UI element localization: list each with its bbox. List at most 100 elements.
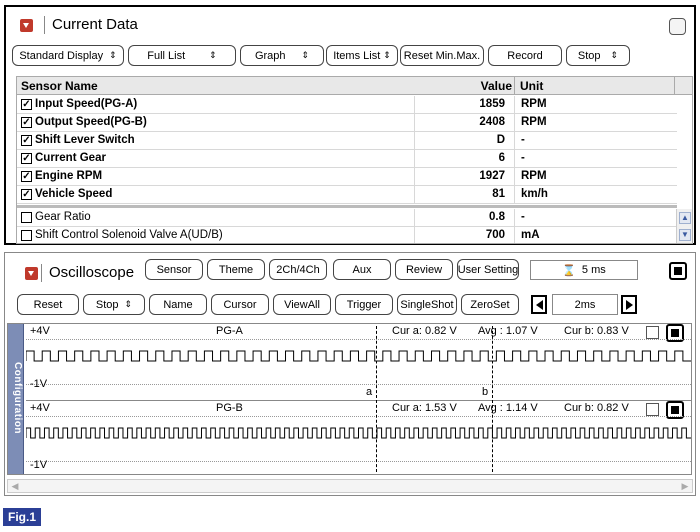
scroll-right-icon[interactable]: ▶ <box>681 481 689 491</box>
table-row[interactable]: ✓ Output Speed(PG-B) 2408 RPM <box>17 114 677 132</box>
cursor-a-readout: Cur a: 1.53 V <box>392 402 457 414</box>
row-value: 81 <box>492 188 505 200</box>
full-list-select[interactable]: Full List ⇕ <box>128 45 236 66</box>
configuration-tab-label: Configuration <box>12 362 23 435</box>
column-divider <box>674 77 675 94</box>
table-row[interactable]: ✓ Vehicle Speed 81 km/h <box>17 186 677 204</box>
row-value: 1859 <box>479 98 505 110</box>
channel-hold-button[interactable] <box>666 324 684 342</box>
column-divider <box>414 209 415 226</box>
row-checkbox[interactable] <box>21 230 32 241</box>
theme-button[interactable]: Theme <box>207 259 265 280</box>
row-sensor-name: Output Speed(PG-B) <box>35 116 147 128</box>
column-divider <box>414 227 415 243</box>
row-value: 1927 <box>479 170 505 182</box>
row-checkbox[interactable]: ✓ <box>21 171 32 182</box>
stop-label: Stop <box>577 49 601 62</box>
graph-select[interactable]: Graph ⇕ <box>240 45 324 66</box>
row-sensor-name: Gear Ratio <box>35 211 91 223</box>
row-unit: - <box>521 152 525 164</box>
table-row[interactable]: ✓ Current Gear 6 - <box>17 150 677 168</box>
column-divider <box>514 227 515 243</box>
reset-button[interactable]: Reset <box>17 294 79 315</box>
record-button[interactable]: Record <box>488 45 562 66</box>
row-unit: km/h <box>521 188 548 200</box>
horizontal-scrollbar[interactable]: ◀ ▶ <box>7 479 693 493</box>
stop-select[interactable]: Stop ⇕ <box>566 45 630 66</box>
cursor-a-line[interactable] <box>376 326 377 472</box>
name-button[interactable]: Name <box>149 294 207 315</box>
trigger-button[interactable]: Trigger <box>335 294 393 315</box>
channel-name: PG-A <box>216 325 243 337</box>
row-unit: RPM <box>521 170 547 182</box>
gridline <box>26 461 691 462</box>
standard-display-select[interactable]: Standard Display ⇕ <box>12 45 124 66</box>
review-button[interactable]: Review <box>395 259 453 280</box>
column-divider <box>514 150 515 167</box>
window-toggle-icon[interactable] <box>669 18 686 35</box>
row-checkbox[interactable]: ✓ <box>21 117 32 128</box>
row-sensor-name: Current Gear <box>35 152 106 164</box>
cursor-button[interactable]: Cursor <box>211 294 269 315</box>
cursor-b-line[interactable] <box>492 326 493 472</box>
channel-checkbox[interactable] <box>646 326 659 339</box>
scope-stop-label: Stop <box>95 298 119 311</box>
user-setting-button[interactable]: User Setting <box>457 259 519 280</box>
collapse-icon[interactable] <box>20 19 33 32</box>
step-value[interactable]: 2ms <box>552 294 618 315</box>
cursor-b-readout: Cur b: 0.83 V <box>564 325 629 337</box>
row-checkbox[interactable]: ✓ <box>21 189 32 200</box>
capture-button[interactable] <box>669 262 687 280</box>
table-row[interactable]: ✓ Shift Lever Switch D - <box>17 132 677 150</box>
time-per-division[interactable]: ⌛ 5 ms <box>530 260 638 280</box>
row-checkbox[interactable]: ✓ <box>21 153 32 164</box>
items-list-select[interactable]: Items List ⇕ <box>326 45 398 66</box>
channel-checkbox[interactable] <box>646 403 659 416</box>
sensor-button[interactable]: Sensor <box>145 259 203 280</box>
row-checkbox[interactable]: ✓ <box>21 135 32 146</box>
current-data-panel: Current Data Standard Display ⇕ Full List… <box>4 5 696 245</box>
column-value: Value <box>480 79 512 93</box>
zero-set-button[interactable]: ZeroSet <box>461 294 519 315</box>
updown-icon: ⇕ <box>610 50 619 60</box>
column-divider <box>414 114 415 131</box>
column-divider <box>414 132 415 149</box>
row-value: 0.8 <box>489 211 505 223</box>
pg-a-waveform <box>26 350 691 362</box>
aux-button[interactable]: Aux <box>333 259 391 280</box>
gridline <box>26 416 691 417</box>
row-value: 2408 <box>479 116 505 128</box>
grid-scrollbar[interactable]: ▲ ▼ <box>676 209 692 243</box>
bottom-voltage-label: -1V <box>30 378 48 390</box>
updown-icon: ⇕ <box>124 299 133 309</box>
table-row[interactable]: Gear Ratio 0.8 - <box>17 209 677 227</box>
row-unit: - <box>521 134 525 146</box>
scroll-up-icon[interactable]: ▲ <box>679 212 691 224</box>
updown-icon: ⇕ <box>209 50 217 60</box>
gridline <box>26 339 691 340</box>
table-row[interactable]: Shift Control Solenoid Valve A(UD/B) 700… <box>17 227 677 243</box>
row-checkbox[interactable] <box>21 212 32 223</box>
channel-mode-button[interactable]: 2Ch/4Ch <box>269 259 327 280</box>
collapse-icon[interactable] <box>25 267 38 280</box>
scroll-down-icon[interactable]: ▼ <box>679 229 691 241</box>
standard-display-label: Standard Display <box>19 49 104 62</box>
scroll-left-icon[interactable]: ◀ <box>11 481 19 491</box>
row-checkbox[interactable]: ✓ <box>21 99 32 110</box>
step-right-icon[interactable] <box>621 295 637 314</box>
grid-header: Sensor Name Value Unit <box>17 77 692 95</box>
scope-stop-select[interactable]: Stop ⇕ <box>83 294 145 315</box>
row-unit: RPM <box>521 116 547 128</box>
table-row[interactable]: ✓ Input Speed(PG-A) 1859 RPM <box>17 96 677 114</box>
reset-minmax-button[interactable]: Reset Min.Max. <box>400 45 484 66</box>
table-row[interactable]: ✓ Engine RPM 1927 RPM <box>17 168 677 186</box>
view-all-button[interactable]: ViewAll <box>273 294 331 315</box>
group-divider <box>17 205 677 208</box>
step-left-icon[interactable] <box>531 295 547 314</box>
column-divider <box>514 186 515 203</box>
updown-icon: ⇕ <box>301 50 310 60</box>
configuration-tab[interactable]: Configuration <box>8 324 24 474</box>
channel-hold-button[interactable] <box>666 401 684 419</box>
row-unit: mA <box>521 229 540 241</box>
single-shot-button[interactable]: SingleShot <box>397 294 457 315</box>
